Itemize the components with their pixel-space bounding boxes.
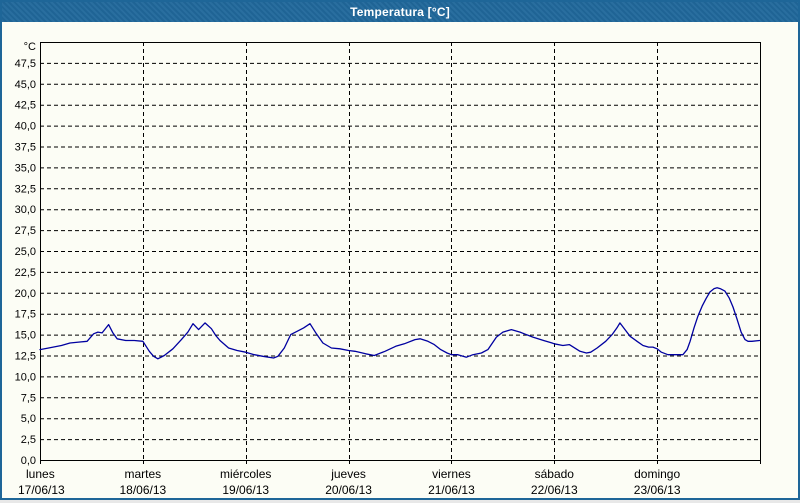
y-tick-label: 35,0 bbox=[15, 162, 36, 174]
y-tick-label: 25,0 bbox=[15, 246, 36, 258]
chart-area: 0,0 2,5 5,0 7,5 10,0 12,5 15,0 17,5 20,0 22,5 25,0… bbox=[2, 22, 798, 498]
day-weekday-label: domingo bbox=[634, 467, 680, 481]
day-weekday-label: miércoles bbox=[220, 467, 271, 481]
day-weekday-label: sábado bbox=[535, 467, 575, 481]
plot-frame bbox=[40, 42, 761, 461]
y-tick-label: 27,5 bbox=[15, 225, 36, 237]
y-tick-label: 37,5 bbox=[15, 142, 36, 154]
y-tick-label: 10,0 bbox=[15, 371, 36, 383]
y-tick-label: 17,5 bbox=[15, 309, 36, 321]
y-tick-label: 20,0 bbox=[15, 288, 36, 300]
y-tick-label: 7,5 bbox=[21, 392, 36, 404]
y-tick-label: 22,5 bbox=[15, 267, 36, 279]
y-tick-label: 15,0 bbox=[15, 330, 36, 342]
day-date-label: 19/06/13 bbox=[222, 483, 269, 497]
day-weekday-label: jueves bbox=[330, 467, 366, 481]
y-tick-label: 42,5 bbox=[15, 100, 36, 112]
day-date-label: 22/06/13 bbox=[531, 483, 578, 497]
temperature-line bbox=[39, 287, 761, 360]
day-weekday-label: viernes bbox=[432, 467, 471, 481]
day-date-label: 18/06/13 bbox=[119, 483, 166, 497]
y-tick-label: 12,5 bbox=[15, 351, 36, 363]
day-date-label: 23/06/13 bbox=[634, 483, 681, 497]
window-title: Temperatura [°C] bbox=[350, 5, 450, 19]
y-tick-label: 32,5 bbox=[15, 183, 36, 195]
day-date-label: 20/06/13 bbox=[325, 483, 372, 497]
y-tick-label: 40,0 bbox=[15, 121, 36, 133]
y-tick-label: 30,0 bbox=[15, 204, 36, 216]
chart-svg: 0,0 2,5 5,0 7,5 10,0 12,5 15,0 17,5 20,0 22,5 25,0… bbox=[15, 41, 761, 497]
y-tick-label: 0,0 bbox=[21, 455, 36, 467]
day-weekday-label: martes bbox=[125, 467, 162, 481]
y-tick-label: 47,5 bbox=[15, 58, 36, 70]
title-bar: Temperatura [°C] bbox=[2, 2, 798, 22]
day-weekday-label: lunes bbox=[26, 467, 55, 481]
y-axis-unit-label: °C bbox=[24, 41, 36, 53]
day-date-label: 17/06/13 bbox=[18, 483, 65, 497]
day-labels: lunes 17/06/13 martes 18/06/13 miércoles 19/0… bbox=[18, 467, 681, 497]
y-tick-label: 5,0 bbox=[21, 413, 36, 425]
y-gridlines bbox=[40, 62, 760, 441]
y-tick-label: 45,0 bbox=[15, 79, 36, 91]
y-tick-labels: 0,0 2,5 5,0 7,5 10,0 12,5 15,0 17,5 20,0 22,5 25,0… bbox=[15, 58, 36, 467]
y-tick-label: 2,5 bbox=[21, 434, 36, 446]
day-date-label: 21/06/13 bbox=[428, 483, 475, 497]
